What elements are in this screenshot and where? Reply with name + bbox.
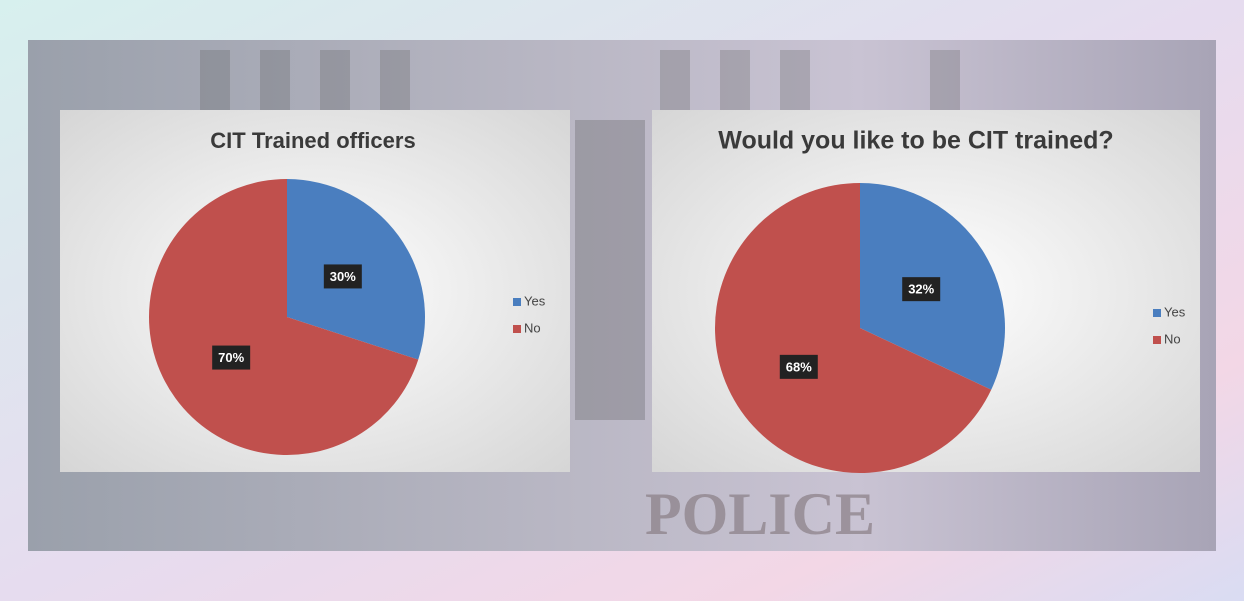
data-label: 68% — [786, 359, 812, 374]
legend-swatch — [513, 298, 521, 306]
data-label-box — [323, 264, 362, 289]
data-label: 32% — [908, 282, 934, 297]
data-label-box — [212, 345, 251, 370]
legend-label: No — [524, 320, 541, 335]
pie-slice — [149, 179, 419, 455]
photo-text: POLICE — [645, 481, 875, 547]
building-stripes — [200, 50, 960, 420]
legend-swatch — [1153, 309, 1161, 317]
chart-title: CIT Trained officers — [210, 128, 415, 153]
legend-label: Yes — [1164, 304, 1186, 319]
data-label-box — [902, 277, 941, 302]
chart-title: Would you like to be CIT trained? — [718, 127, 1113, 155]
legend-label: No — [1164, 331, 1181, 346]
data-label: 30% — [330, 269, 356, 284]
data-label-box — [779, 354, 818, 379]
data-label: 70% — [218, 350, 244, 365]
pie-slice — [715, 183, 992, 474]
legend-label: Yes — [524, 293, 546, 308]
legend-swatch — [513, 325, 521, 333]
legend-swatch — [1153, 336, 1161, 344]
